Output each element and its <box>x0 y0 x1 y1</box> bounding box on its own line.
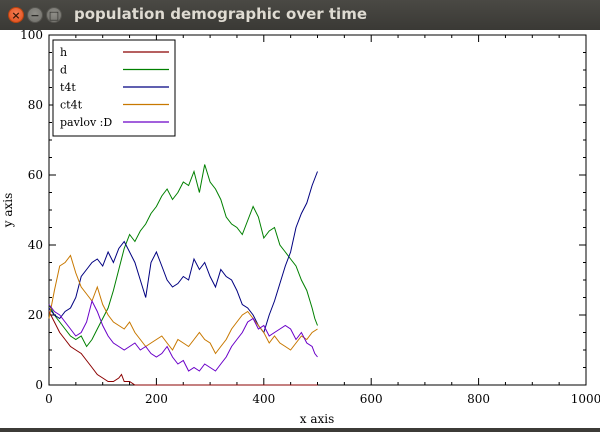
title-bar: × − □ population demographic over time <box>0 0 600 31</box>
y-axis-label: y axis <box>1 193 15 229</box>
legend-label-d: d <box>60 64 67 77</box>
series-line-pavlov-d <box>48 299 318 372</box>
window-title: population demographic over time <box>74 5 368 23</box>
legend-label-ct4t: ct4t <box>60 99 83 112</box>
minimize-button[interactable]: − <box>27 7 43 23</box>
series-line-ct4t <box>48 254 318 355</box>
y-tick-label: 60 <box>28 168 43 182</box>
maximize-icon: □ <box>48 8 60 22</box>
x-tick-label: 600 <box>360 392 383 406</box>
x-tick-label: 400 <box>252 392 275 406</box>
y-tick-label: 100 <box>20 30 43 42</box>
x-tick-label: 800 <box>467 392 490 406</box>
x-tick-label: 1000 <box>571 392 600 406</box>
legend-label-t4t: t4t <box>60 81 76 94</box>
x-tick-label: 0 <box>45 392 53 406</box>
y-tick-label: 0 <box>35 378 43 392</box>
y-tick-label: 80 <box>28 98 43 112</box>
series-line-h <box>48 311 318 386</box>
legend-box <box>52 39 176 137</box>
x-tick-label: 200 <box>145 392 168 406</box>
series-lines <box>48 164 318 386</box>
legend-label-pavlov-d: pavlov :D <box>60 116 112 129</box>
y-tick-label: 40 <box>28 238 43 252</box>
minimize-icon: − <box>30 8 40 22</box>
series-line-d <box>48 164 318 348</box>
close-icon: × <box>11 8 21 22</box>
series-line-t4t <box>48 171 318 334</box>
plot-canvas: 0 200 400 600 800 1000 0 20 40 60 80 100 x axis y a… <box>0 28 600 428</box>
legend: hd t4t ct4t pavlov :D <box>52 39 176 137</box>
y-tick-label: 20 <box>28 308 43 322</box>
line-chart: 0 200 400 600 800 1000 0 20 40 60 80 100 x axis y a… <box>1 28 600 426</box>
close-button[interactable]: × <box>8 7 24 23</box>
x-axis-label: x axis <box>300 412 335 426</box>
axis-ticks: 0 200 400 600 800 1000 0 20 40 60 80 100 <box>20 28 600 406</box>
legend-label-h: h <box>60 46 67 59</box>
maximize-button[interactable]: □ <box>46 7 62 23</box>
